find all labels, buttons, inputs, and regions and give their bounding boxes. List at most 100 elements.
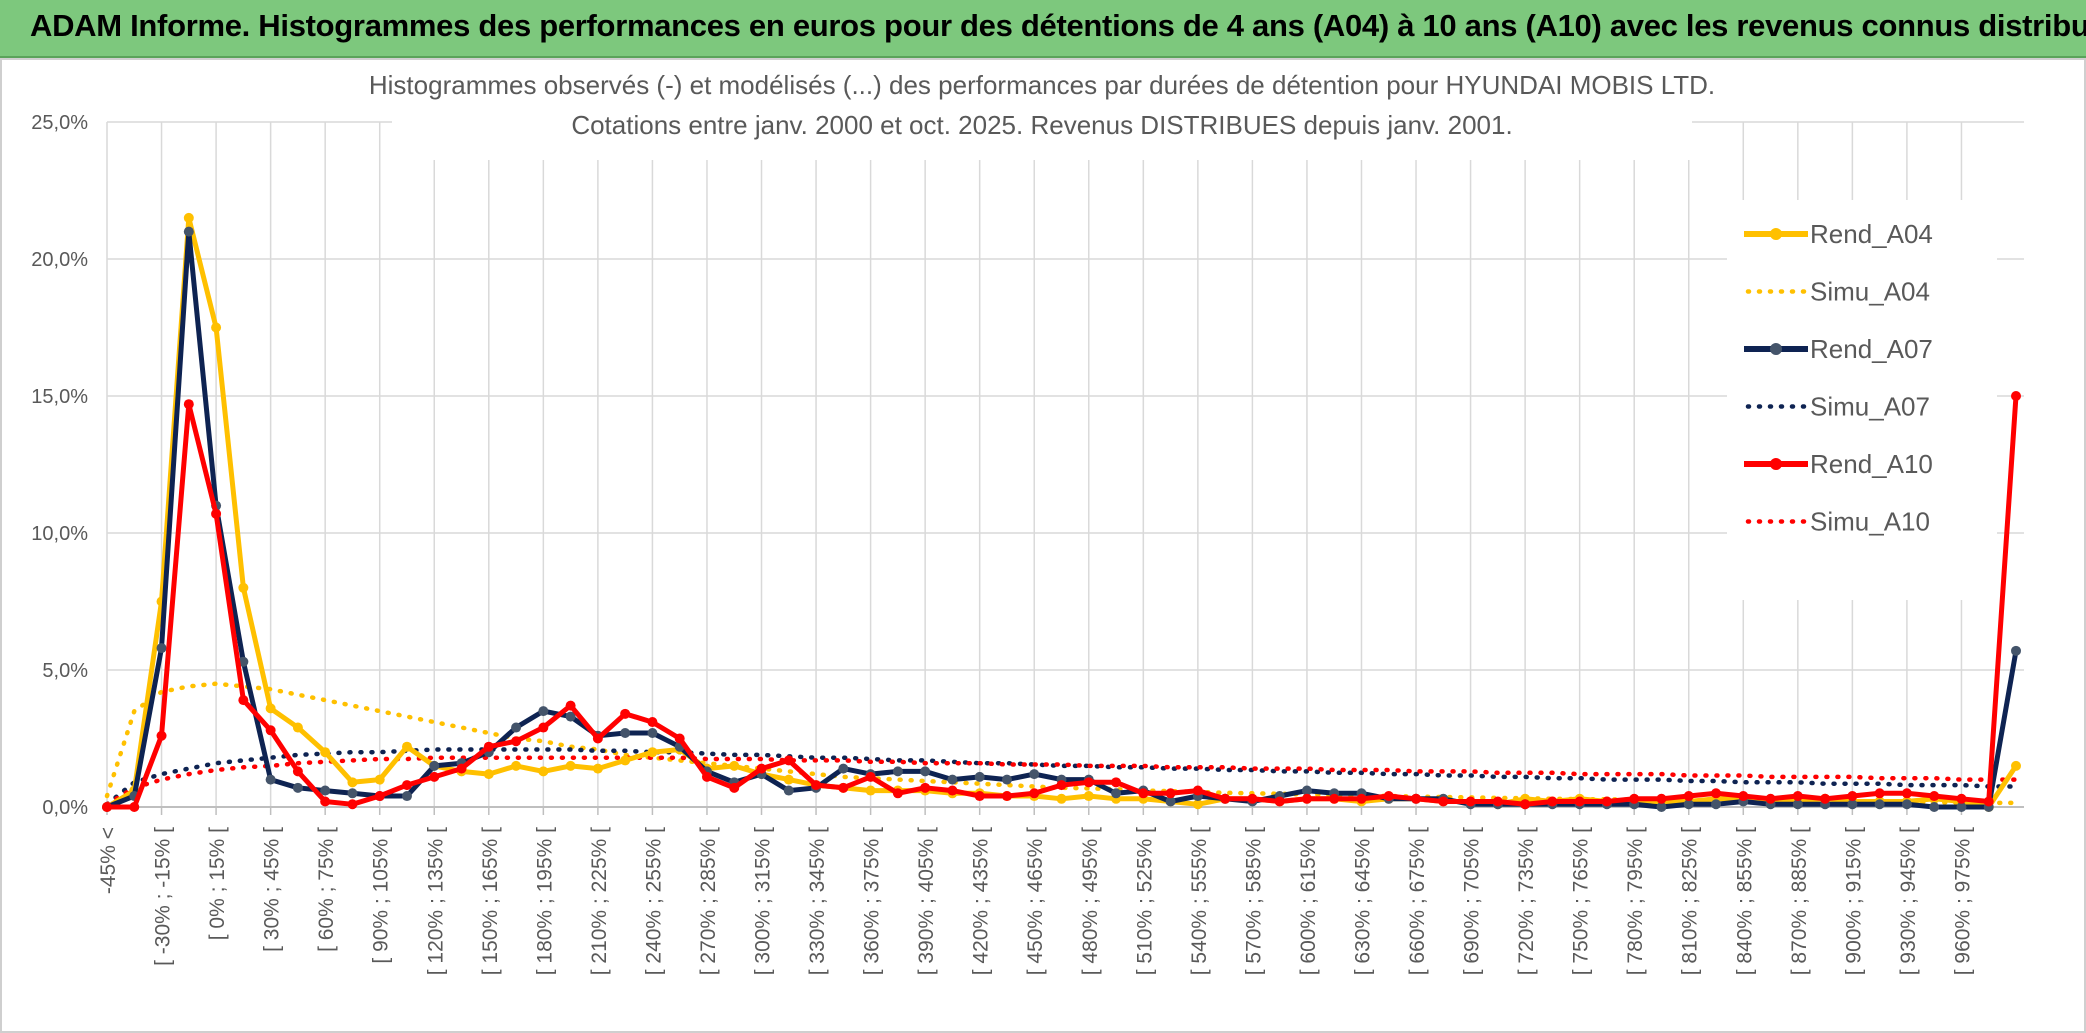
x-tick-label: [ 120% ; 135% [ [424,827,447,975]
data-point-rend-a07 [1301,785,1312,796]
data-point-rend-a04 [1083,791,1094,802]
x-tick-label: [ 360% ; 375% [ [861,827,884,975]
data-point-rend-a10 [538,722,549,733]
data-point-rend-a04 [401,741,412,752]
data-point-rend-a04 [483,769,494,780]
data-point-rend-a10 [129,802,140,812]
y-tick-label: 10,0% [31,523,88,545]
data-point-rend-a10 [1792,791,1803,802]
data-point-rend-a10 [1983,796,1994,807]
data-point-rend-a10 [1601,796,1612,807]
data-point-rend-a04 [620,755,631,766]
data-point-rend-a10 [1711,788,1722,799]
data-point-rend-a10 [1220,793,1231,804]
y-tick-label: 15,0% [31,386,88,408]
data-point-rend-a10 [783,755,794,766]
data-point-rend-a10 [1765,793,1776,804]
x-tick-label: [ 870% ; 885% [ [1788,827,1811,975]
data-point-rend-a10 [1356,793,1367,804]
data-point-rend-a10 [292,766,303,777]
x-tick-label: -45% < [97,827,120,894]
legend-marker-rend-a10 [1770,458,1782,470]
chart-title-background [392,60,1692,160]
data-point-rend-a04 [511,760,522,771]
series-line-simu-a07 [104,747,2019,807]
data-point-rend-a04 [320,747,331,758]
data-point-rend-a10 [565,700,576,711]
data-point-rend-a10 [1574,796,1585,807]
data-point-rend-a07 [2011,645,2021,656]
page-title: ADAM Informe. Histogrammes des performan… [30,8,2086,43]
x-tick-label: [ 240% ; 255% [ [642,827,665,975]
x-tick-label: [ 720% ; 735% [ [1515,827,1538,975]
x-tick-label: [ 810% ; 825% [ [1679,827,1702,975]
data-point-rend-a04 [183,212,194,223]
data-point-rend-a10 [647,717,658,728]
x-tick-label: [ 0% ; 15% [ [206,827,229,940]
data-point-rend-a07 [838,763,849,774]
data-point-rend-a07 [347,788,358,799]
data-point-rend-a04 [238,582,249,593]
data-point-rend-a04 [729,760,740,771]
x-tick-label: [ 930% ; 945% [ [1897,827,1920,975]
data-point-rend-a10 [674,733,685,744]
data-point-rend-a10 [1520,799,1531,810]
legend-label-simu-a07: Simu_A07 [1810,392,1930,422]
data-point-rend-a10 [1001,791,1012,802]
x-tick-label: [ 750% ; 765% [ [1570,827,1593,975]
data-point-rend-a10 [1683,791,1694,802]
data-point-rend-a07 [1929,802,1940,812]
data-point-rend-a10 [1738,791,1749,802]
data-point-rend-a10 [1465,796,1476,807]
data-point-rend-a10 [729,782,740,793]
data-point-rend-a10 [1029,788,1040,799]
data-point-rend-a10 [701,771,712,782]
data-point-rend-a07 [320,785,331,796]
data-point-rend-a10 [811,780,822,791]
x-tick-label: [ 690% ; 705% [ [1461,827,1484,975]
data-point-rend-a10 [920,782,931,793]
data-point-rend-a10 [756,763,767,774]
data-point-rend-a07 [511,722,522,733]
data-point-rend-a10 [892,788,903,799]
data-point-rend-a07 [974,771,985,782]
data-point-rend-a10 [1901,788,1912,799]
data-point-rend-a04 [265,703,276,714]
data-point-rend-a10 [1629,793,1640,804]
data-point-rend-a07 [1847,799,1858,810]
data-point-rend-a10 [1820,793,1831,804]
x-tick-label: [ 180% ; 195% [ [533,827,556,975]
data-point-rend-a04 [565,760,576,771]
data-point-rend-a10 [1874,788,1885,799]
data-point-rend-a10 [1274,796,1285,807]
legend-label-simu-a10: Simu_A10 [1810,507,1930,537]
data-point-rend-a07 [783,785,794,796]
data-point-rend-a04 [538,766,549,777]
data-point-rend-a10 [401,780,412,791]
data-point-rend-a10 [1329,793,1340,804]
x-tick-label: [ 150% ; 165% [ [479,827,502,975]
y-tick-label: 0,0% [42,797,88,819]
data-point-rend-a10 [1111,777,1122,788]
data-point-rend-a07 [1956,802,1967,812]
x-tick-label: [ 30% ; 45% [ [261,827,284,952]
data-point-rend-a10 [1247,793,1258,804]
data-point-rend-a07 [156,643,167,654]
data-point-rend-a07 [238,656,249,667]
data-point-rend-a07 [565,711,576,722]
data-point-rend-a10 [1192,785,1203,796]
data-point-rend-a07 [620,728,631,739]
data-point-rend-a10 [347,799,358,810]
data-point-rend-a07 [1029,769,1040,780]
legend-label-rend-a04: Rend_A04 [1810,219,1933,249]
data-point-rend-a07 [647,728,658,739]
data-point-rend-a07 [1874,799,1885,810]
y-tick-label: 25,0% [31,112,88,134]
data-point-rend-a04 [865,785,876,796]
data-point-rend-a10 [374,791,385,802]
data-point-rend-a04 [783,774,794,785]
data-point-rend-a10 [156,730,167,741]
x-tick-label: [ 540% ; 555% [ [1188,827,1211,975]
data-point-rend-a07 [538,706,549,717]
data-point-rend-a10 [947,785,958,796]
